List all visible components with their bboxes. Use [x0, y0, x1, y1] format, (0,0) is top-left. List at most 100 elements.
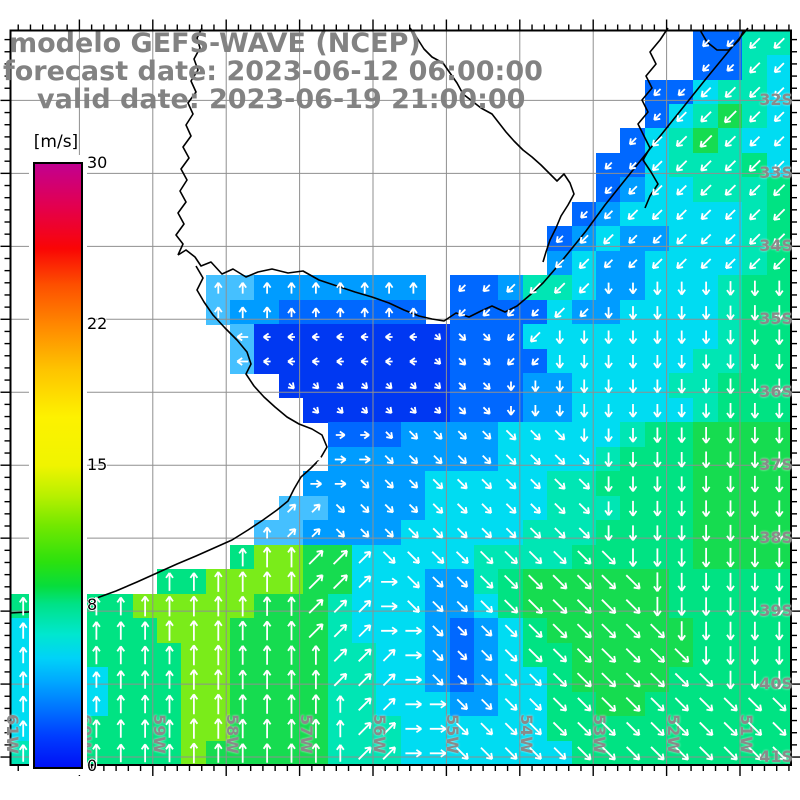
wind-arrow — [551, 574, 567, 590]
wind-arrow — [651, 135, 663, 147]
wind-arrow — [456, 625, 467, 636]
lat-label: 40S — [759, 674, 793, 693]
wind-arrow — [335, 430, 345, 439]
wind-arrow — [676, 524, 686, 541]
wind-arrow — [433, 381, 441, 389]
wind-arrow — [91, 718, 101, 738]
wind-arrow — [457, 406, 466, 415]
wind-arrow — [431, 673, 444, 686]
wind-arrow — [482, 381, 491, 390]
wind-arrow — [674, 696, 689, 712]
wind-arrow — [628, 161, 637, 170]
lat-label: 41S — [759, 747, 793, 766]
wind-arrow — [748, 86, 760, 98]
wind-arrow — [700, 86, 711, 98]
lon-label: 52W — [664, 714, 683, 754]
wind-arrow — [774, 451, 784, 468]
wind-arrow — [578, 234, 589, 244]
wind-arrow — [724, 159, 736, 172]
wind-arrow — [603, 330, 613, 344]
wind-arrow — [213, 717, 223, 739]
wind-arrow — [576, 647, 592, 663]
wind-arrow — [504, 697, 518, 711]
wind-arrow — [384, 527, 394, 538]
forecast-date: forecast date: 2023-06-12 06:00:00 — [3, 56, 543, 87]
wind-arrow — [308, 573, 324, 589]
wind-arrow — [335, 332, 344, 341]
wind-arrow — [456, 600, 468, 612]
wind-arrow — [359, 503, 369, 513]
wind-arrow — [701, 403, 710, 418]
wind-arrow — [649, 696, 665, 712]
wind-arrow — [676, 354, 686, 369]
lon-label: 54W — [517, 714, 536, 754]
wind-arrow — [652, 403, 662, 418]
wind-arrow — [431, 600, 444, 612]
wind-arrow — [213, 570, 223, 592]
wind-arrow — [360, 381, 368, 389]
wind-arrow — [774, 596, 784, 616]
wind-arrow — [748, 208, 760, 220]
wind-arrow — [528, 722, 542, 735]
wind-arrow — [311, 742, 320, 763]
wind-arrow — [773, 110, 785, 122]
wind-arrow — [724, 208, 736, 220]
wind-arrow — [676, 281, 686, 295]
colorbar-tick-label: 30 — [87, 153, 108, 172]
wind-arrow — [116, 694, 125, 713]
wind-arrow — [576, 598, 592, 614]
wind-arrow — [432, 454, 443, 464]
wind-arrow — [725, 645, 735, 665]
wind-arrow — [382, 672, 396, 686]
wind-arrow — [627, 208, 638, 220]
wind-arrow — [750, 524, 759, 541]
wind-arrow — [750, 353, 759, 370]
wind-arrow — [530, 308, 539, 317]
wind-arrow — [652, 281, 662, 295]
wind-arrow — [578, 282, 589, 294]
wind-arrow — [747, 721, 762, 736]
wind-arrow — [286, 693, 296, 714]
wind-arrow — [701, 354, 710, 369]
wind-arrow — [774, 329, 784, 345]
wind-arrow — [748, 159, 761, 172]
lat-label: 38S — [759, 528, 793, 547]
wind-arrow — [310, 527, 321, 537]
wind-arrow — [503, 598, 518, 614]
wind-arrow — [286, 332, 295, 341]
wind-arrow — [748, 184, 760, 196]
wind-arrow — [674, 721, 689, 736]
wind-arrow — [554, 429, 565, 440]
coastline-path — [409, 27, 575, 263]
wind-arrow — [213, 693, 223, 714]
wind-arrow — [578, 477, 590, 490]
wind-arrow — [480, 624, 492, 637]
wind-arrow — [237, 644, 247, 665]
lat-label: 37S — [759, 455, 793, 474]
wind-arrow — [457, 454, 467, 464]
wind-arrow — [456, 698, 468, 710]
lat-label: 32S — [759, 90, 793, 109]
wind-arrow — [725, 354, 735, 369]
wind-arrow — [700, 233, 711, 245]
wind-arrow — [404, 748, 422, 758]
wind-arrow — [628, 379, 637, 393]
wind-arrow — [724, 135, 736, 147]
wind-arrow — [406, 575, 420, 588]
wind-arrow — [772, 183, 785, 196]
wind-arrow — [479, 550, 493, 564]
wind-arrow — [404, 626, 422, 635]
wind-arrow — [576, 549, 591, 565]
wind-arrow — [479, 722, 493, 735]
wind-arrow — [335, 503, 345, 513]
wind-arrow — [552, 550, 567, 564]
wind-arrow — [774, 402, 784, 419]
wind-arrow — [262, 526, 271, 538]
wind-arrow — [675, 159, 687, 172]
wind-arrow — [747, 696, 762, 712]
wind-arrow — [625, 647, 641, 663]
wind-arrow — [628, 451, 637, 468]
wind-arrow — [750, 547, 759, 567]
wind-arrow — [724, 86, 736, 98]
